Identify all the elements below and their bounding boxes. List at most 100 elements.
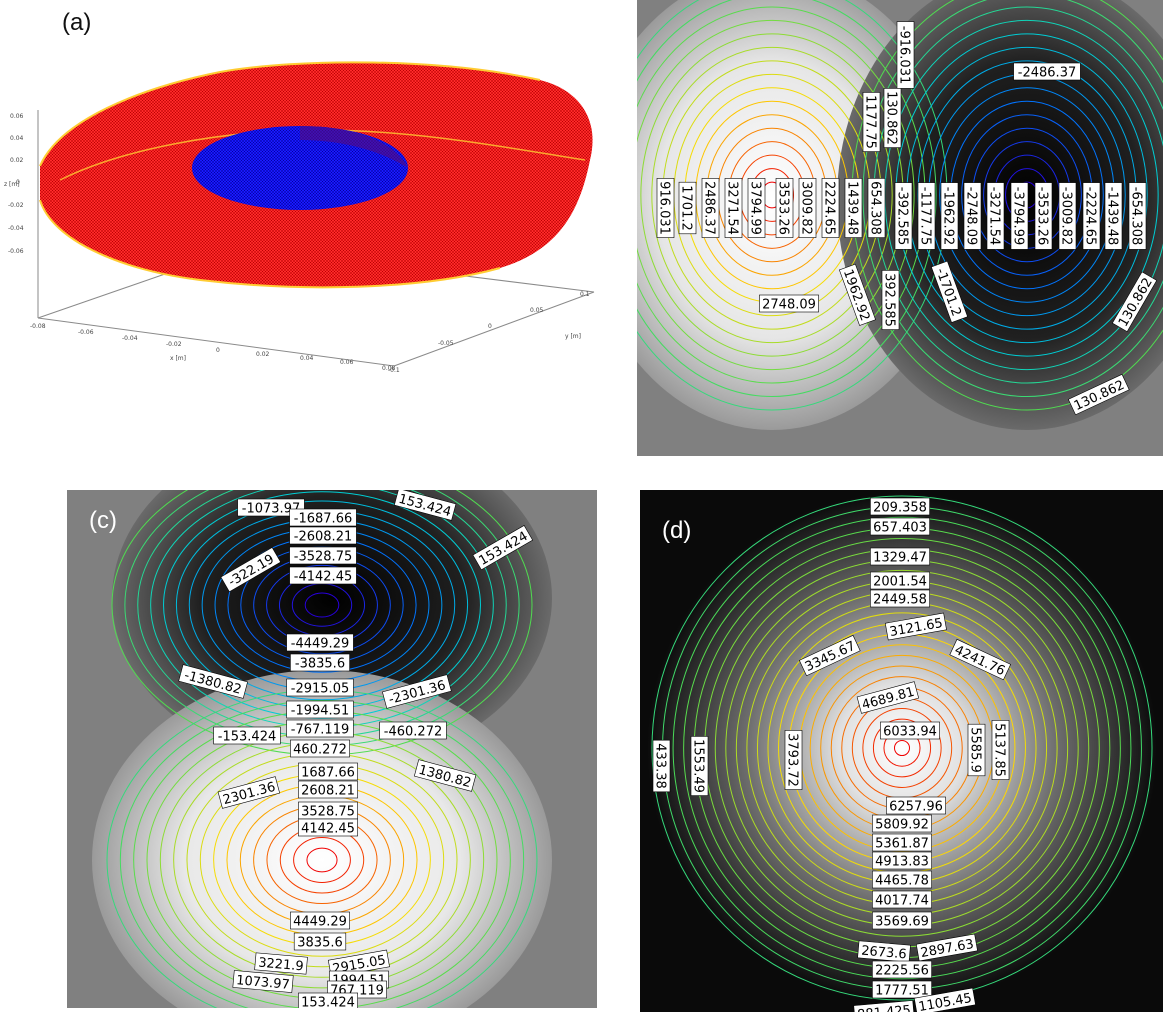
contour-label-box <box>232 970 294 993</box>
contour-label-text: 2486.37 <box>702 181 717 235</box>
contour-label-box <box>178 664 248 699</box>
contour-label: 2449.58 <box>870 589 930 608</box>
contour-label-text: -2486.37 <box>1018 66 1076 81</box>
contour-label: 4913.83 <box>872 851 932 870</box>
x-ticks: -0.08 -0.06 -0.04 -0.02 0 0.02 0.04 0.06… <box>30 323 396 372</box>
contour-label-box <box>870 589 930 608</box>
contour-label-text: 130.862 <box>884 91 899 145</box>
contour-label-text: -4449.29 <box>291 637 349 652</box>
contour-label: 657.403 <box>870 517 930 536</box>
contour-label-text: -767.119 <box>291 723 349 738</box>
panel-a-svg: (a) 0.06 0.04 0.02 0 -0.02 -0.04 -0.06 z… <box>4 9 595 374</box>
z-tick: -0.04 <box>8 225 24 232</box>
contour-label: 2673.6 <box>857 940 911 963</box>
contour-label-text: -153.424 <box>218 730 276 745</box>
z-tick: 0.06 <box>10 113 24 120</box>
contour-label: 4465.78 <box>872 870 932 889</box>
contour-label: 1687.66 <box>298 762 358 781</box>
contour-label-box <box>1067 373 1130 416</box>
contour-label: 1553.49 <box>691 736 709 796</box>
y-ticks: -0.1 -0.05 0 0.05 0.1 y [m] <box>388 291 590 374</box>
x-tick: 0.04 <box>300 355 314 362</box>
panel-d-label: (d) <box>662 517 691 544</box>
contour-label-box <box>298 780 358 799</box>
contour-label-box <box>701 178 720 238</box>
contour-label: 392.585 <box>882 270 900 330</box>
contour-label-box <box>289 546 357 565</box>
contour-label-text: 4465.78 <box>875 874 929 889</box>
contour-label-text: 4913.83 <box>875 855 929 870</box>
contour-line <box>651 46 893 344</box>
contour-label: -153.424 <box>213 726 281 745</box>
contour-label-box <box>883 88 902 148</box>
contour-label: 2001.54 <box>870 571 930 590</box>
contour-label: 4142.45 <box>298 818 358 837</box>
contour-label-box <box>838 263 876 326</box>
contour-label-box <box>237 498 305 517</box>
contour-label-box <box>298 818 358 837</box>
contour-label-text: -2608.21 <box>294 530 352 545</box>
contour-label-text: 2224.65 <box>822 181 837 235</box>
panel-d-svg: (d) 209.358 657.403 1329.47 2001.54 2449.58 3… <box>640 490 1163 1012</box>
contour-line <box>637 19 915 371</box>
contour-label-text: -1687.66 <box>294 512 352 527</box>
contour-label-box <box>379 721 447 740</box>
contour-label-box <box>870 547 930 566</box>
contour-label: -654.308 <box>1129 182 1147 250</box>
contour-label: 3533.26 <box>776 178 794 238</box>
contour-label-text: 1553.49 <box>691 739 706 793</box>
contour-label: -460.272 <box>379 721 447 740</box>
contour-label: 460.272 <box>290 739 350 758</box>
contour-label-box <box>949 638 1012 681</box>
contour-label-text: 6033.94 <box>883 725 937 740</box>
contour-label-box <box>798 634 861 677</box>
z-tick: 0.02 <box>10 157 24 164</box>
contour-label-box <box>784 730 803 790</box>
contour-label-text: -3528.75 <box>294 550 352 565</box>
contour-label-text: 6257.96 <box>889 800 943 815</box>
contour-label-text: 2225.56 <box>875 964 929 979</box>
contour-label: -1439.48 <box>1105 182 1123 250</box>
contour-label: -3271.54 <box>987 182 1005 250</box>
panel-a: (a) 0.06 0.04 0.02 0 -0.02 -0.04 -0.06 z… <box>0 0 620 440</box>
contour-label-box <box>856 681 920 714</box>
contour-label: 1777.51 <box>872 980 932 999</box>
contour-label: -916.031 <box>897 21 915 89</box>
contour-label-text: 1687.66 <box>301 766 355 781</box>
x-tick: -0.08 <box>30 323 46 330</box>
z-ticks: 0.06 0.04 0.02 0 -0.02 -0.04 -0.06 z [m] <box>4 113 24 255</box>
contour-label: -3533.26 <box>1035 182 1053 250</box>
contour-label: -767.119 <box>286 719 354 738</box>
contour-label-text: 3569.69 <box>875 915 929 930</box>
contour-label-text: 5361.87 <box>875 837 929 852</box>
contour-label-text: -3835.6 <box>295 657 345 672</box>
contour-label-text: 916.031 <box>657 181 672 235</box>
contour-labels: -2486.37 -916.031 1177.75 130.862 916.031 170… <box>657 21 1158 416</box>
contour-label-box <box>930 260 968 323</box>
contour-label-box <box>872 960 932 979</box>
contour-label-box <box>472 524 534 571</box>
contour-label-box <box>220 546 282 593</box>
contour-label-box <box>290 653 350 672</box>
z-tick: -0.02 <box>8 202 24 209</box>
contour-label-text: 1177.75 <box>863 95 878 149</box>
contour-label-text: -1177.75 <box>918 187 933 245</box>
contour-label: -2224.65 <box>1083 182 1101 250</box>
contour-label: -1687.66 <box>289 508 357 527</box>
contour-label: 433.38 <box>653 739 671 793</box>
contour-label-box <box>915 933 978 962</box>
contour-label-box <box>413 759 477 792</box>
contour-label: -1177.75 <box>918 182 936 250</box>
contour-label-box <box>290 911 350 930</box>
contour-label: 6257.96 <box>886 796 946 815</box>
contour-label-text: 4449.29 <box>293 915 347 930</box>
contour-label-box <box>872 814 932 833</box>
contour-label-text: 3271.54 <box>725 181 740 235</box>
contour-label-text: -392.585 <box>895 187 910 245</box>
x-tick: 0 <box>216 347 220 354</box>
contour-label-text: 5137.85 <box>992 723 1007 777</box>
contour-label-box <box>213 726 281 745</box>
panel-d: (d) 209.358 657.403 1329.47 2001.54 2449.58 3… <box>640 490 1163 1012</box>
contour-label-box <box>724 178 743 238</box>
contour-label-box <box>289 526 357 545</box>
